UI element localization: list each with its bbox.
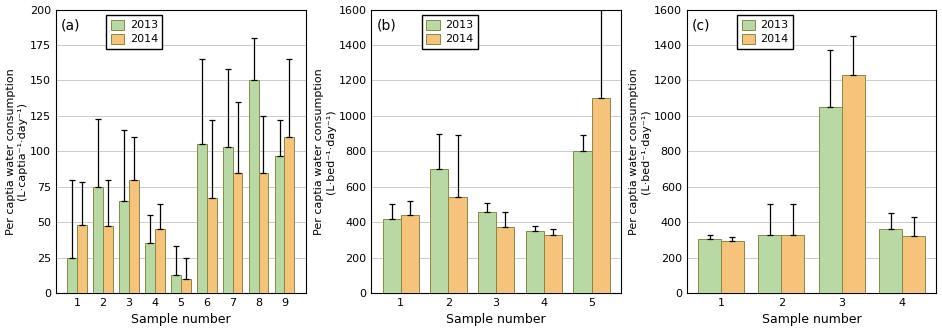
Bar bbox=[93, 187, 103, 293]
Bar bbox=[819, 107, 842, 293]
Bar bbox=[902, 236, 925, 293]
Bar bbox=[526, 231, 544, 293]
Bar bbox=[430, 169, 448, 293]
Bar bbox=[206, 198, 217, 293]
Bar bbox=[222, 147, 233, 293]
Bar bbox=[382, 218, 400, 293]
Bar bbox=[478, 211, 496, 293]
Bar bbox=[103, 226, 113, 293]
Text: (a): (a) bbox=[61, 18, 80, 32]
Legend: 2013, 2014: 2013, 2014 bbox=[738, 15, 793, 49]
Bar bbox=[544, 235, 562, 293]
Bar bbox=[171, 275, 181, 293]
Bar bbox=[154, 229, 165, 293]
Bar bbox=[249, 80, 258, 293]
Bar bbox=[592, 98, 609, 293]
Bar bbox=[574, 151, 592, 293]
Bar bbox=[197, 144, 206, 293]
Text: (c): (c) bbox=[691, 18, 710, 32]
Legend: 2013, 2014: 2013, 2014 bbox=[422, 15, 478, 49]
Bar bbox=[145, 243, 154, 293]
Y-axis label: Per captia water consumption
(L·bed⁻¹·day⁻¹): Per captia water consumption (L·bed⁻¹·da… bbox=[314, 68, 335, 235]
Bar bbox=[119, 201, 129, 293]
Bar bbox=[67, 258, 77, 293]
Bar bbox=[448, 197, 466, 293]
Text: (b): (b) bbox=[376, 18, 396, 32]
Bar bbox=[77, 225, 87, 293]
Y-axis label: Per captia water consumption
(L·captia⁻¹·day⁻¹): Per captia water consumption (L·captia⁻¹… bbox=[6, 68, 27, 235]
Bar bbox=[758, 235, 782, 293]
Bar bbox=[496, 227, 514, 293]
Bar bbox=[782, 235, 804, 293]
X-axis label: Sample number: Sample number bbox=[762, 313, 861, 326]
Bar bbox=[879, 229, 902, 293]
X-axis label: Sample number: Sample number bbox=[131, 313, 231, 326]
Y-axis label: Per captia water consumption
(L·bed⁻¹·day⁻¹): Per captia water consumption (L·bed⁻¹·da… bbox=[629, 68, 651, 235]
Bar bbox=[400, 215, 419, 293]
Bar bbox=[181, 279, 190, 293]
Bar bbox=[274, 156, 284, 293]
X-axis label: Sample number: Sample number bbox=[447, 313, 546, 326]
Bar bbox=[721, 241, 744, 293]
Bar bbox=[698, 239, 721, 293]
Bar bbox=[258, 173, 268, 293]
Bar bbox=[233, 173, 242, 293]
Bar bbox=[842, 75, 865, 293]
Bar bbox=[284, 137, 294, 293]
Legend: 2013, 2014: 2013, 2014 bbox=[106, 15, 162, 49]
Bar bbox=[129, 180, 138, 293]
